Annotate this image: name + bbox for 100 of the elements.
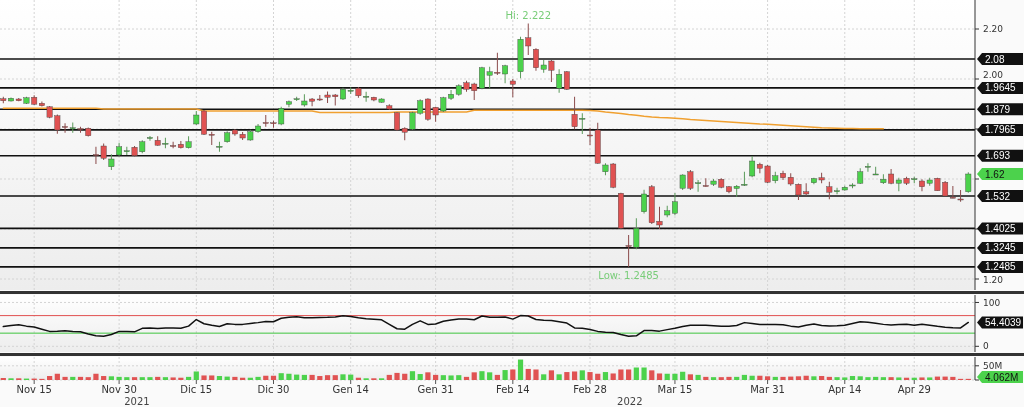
bar <box>764 376 771 380</box>
bar <box>757 375 763 380</box>
x-tick-label: Feb 14 <box>496 384 530 395</box>
bar <box>888 377 894 380</box>
bar <box>54 373 60 380</box>
bar <box>263 375 269 380</box>
bar <box>255 376 261 380</box>
bar <box>201 375 207 380</box>
bar <box>919 377 925 380</box>
bar <box>463 376 470 380</box>
bar <box>185 376 192 380</box>
bar <box>525 368 531 380</box>
bar <box>927 377 933 380</box>
x-tick-label: Apr 29 <box>897 384 931 395</box>
bar <box>270 375 277 380</box>
candlestick <box>965 171 972 194</box>
bar <box>93 373 99 380</box>
bar <box>101 376 107 380</box>
bar <box>695 374 701 380</box>
bar <box>309 374 315 380</box>
bar <box>502 370 508 380</box>
candlestick <box>363 91 370 103</box>
bar <box>571 371 578 380</box>
bar <box>680 371 686 380</box>
bar <box>448 375 454 380</box>
text: 1.62 <box>985 168 1005 180</box>
x-tick-label: Apr 14 <box>828 384 862 395</box>
bar <box>579 370 585 380</box>
bar <box>193 371 199 380</box>
y-tick-label: 100 <box>983 297 1001 308</box>
bar <box>602 372 609 380</box>
bar <box>232 376 238 380</box>
x-tick-label: Nov 30 <box>101 384 137 395</box>
bar <box>147 377 153 380</box>
bar <box>710 377 717 380</box>
bar <box>857 376 863 380</box>
bar <box>772 376 778 380</box>
text: 2022 <box>617 396 643 407</box>
candlestick <box>147 135 153 142</box>
bar <box>556 374 562 380</box>
bar <box>139 377 145 380</box>
ref-line-label: 1.7965 <box>985 124 1017 136</box>
bar <box>726 376 732 380</box>
bar <box>494 374 500 380</box>
candlestick <box>865 162 871 173</box>
candlestick <box>509 78 516 98</box>
y-tick-label: 2.00 <box>983 70 1004 81</box>
bar <box>417 374 423 380</box>
bar <box>703 376 709 380</box>
bar <box>649 370 655 380</box>
bar <box>811 376 817 380</box>
x-tick-label: Mar 15 <box>657 384 693 395</box>
bar <box>116 376 122 380</box>
annotation: Low: 1.2485 <box>598 269 659 281</box>
bar <box>162 377 169 380</box>
ref-line-label: 1.9645 <box>985 82 1017 94</box>
bar <box>402 373 408 380</box>
bar <box>734 376 740 380</box>
x-tick-label: Dic 15 <box>180 384 213 395</box>
bar <box>108 376 114 380</box>
bar <box>880 377 886 380</box>
line-series <box>2 314 970 337</box>
bar <box>672 373 678 380</box>
bar <box>618 369 624 380</box>
bar <box>626 369 632 380</box>
bar <box>324 375 331 380</box>
candlestick <box>556 68 563 94</box>
x-tick-label: Mar 31 <box>750 384 785 395</box>
x-tick-label: Feb 28 <box>573 384 607 395</box>
bar <box>873 376 879 380</box>
text: 54.4039 <box>985 316 1022 328</box>
bar <box>301 374 307 380</box>
bar <box>641 367 647 380</box>
bar <box>795 376 802 380</box>
line-series <box>2 107 885 130</box>
bar <box>610 373 616 380</box>
bar <box>286 373 292 380</box>
bar <box>170 377 176 380</box>
bar <box>155 376 161 380</box>
bar <box>842 377 848 380</box>
bar <box>950 376 956 380</box>
bar <box>216 376 223 380</box>
bar <box>718 377 724 380</box>
candlestick <box>170 141 177 149</box>
bar <box>394 372 400 380</box>
bar <box>440 375 446 380</box>
bar <box>664 373 670 380</box>
annotation: Hi: 2.222 <box>505 9 551 21</box>
bar <box>687 374 693 380</box>
bar <box>656 373 663 380</box>
ref-line-label: 2.08 <box>985 53 1005 65</box>
bar <box>456 375 462 380</box>
ref-line-label: 1.4025 <box>985 222 1017 234</box>
bar <box>317 376 323 380</box>
ref-line-label: 1.532 <box>985 190 1011 202</box>
y-tick-label: 1.20 <box>983 275 1004 286</box>
bar <box>77 376 84 380</box>
bar <box>278 373 284 380</box>
bar <box>487 372 493 380</box>
y-tick-label: 2.20 <box>983 24 1004 35</box>
